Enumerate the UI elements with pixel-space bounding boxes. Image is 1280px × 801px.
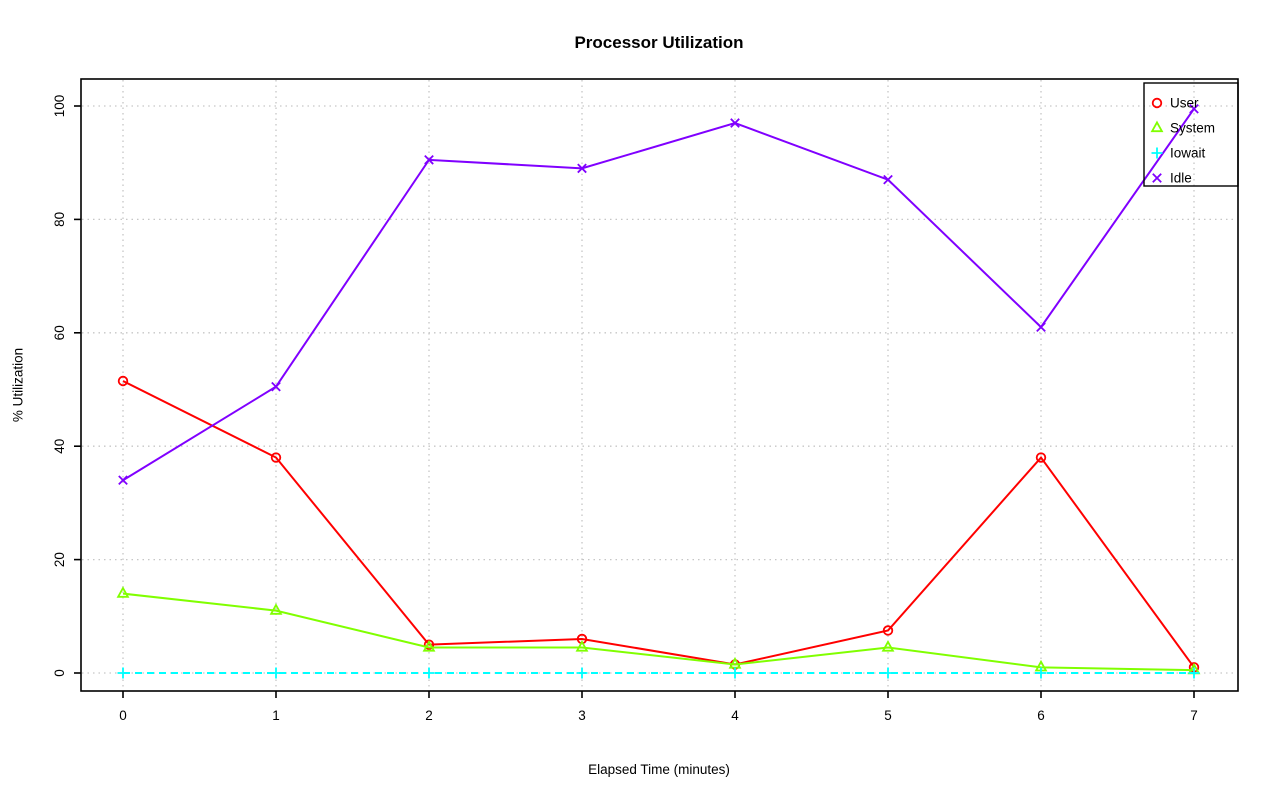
series-idle-marker [577,163,587,174]
series-user-line [122,380,1195,668]
legend-label-iowait: Iowait [1170,146,1206,161]
x-tick-label: 4 [731,708,739,723]
series-iowait-marker [270,667,282,679]
series-system-marker [422,640,436,652]
series-iowait-marker [117,667,129,679]
series-system-line [122,592,1195,672]
y-tick-label: 100 [52,95,67,118]
series-idle-marker [883,174,893,185]
y-tick-label: 0 [52,669,67,677]
legend-marker-iowait [1151,147,1163,159]
y-tick-label: 60 [52,325,67,340]
legend-label-user: User [1170,96,1199,111]
series-iowait-marker [1188,667,1200,679]
x-tick-label: 2 [425,708,433,723]
x-tick-label: 3 [578,708,586,723]
series-idle-marker [118,475,128,486]
plot-border [80,78,1239,692]
series-iowait-marker [576,667,588,679]
legend-label-system: System [1170,121,1215,136]
x-tick-label: 1 [272,708,280,723]
legend-marker-system [1150,120,1164,133]
series-idle-marker [424,155,434,165]
y-tick-label: 20 [52,552,67,567]
series-idle-marker [730,118,740,128]
series-idle-marker [1036,322,1046,332]
series-system-marker [116,586,130,598]
x-tick-label: 5 [884,708,892,723]
series-iowait-marker [882,667,894,679]
x-tick-label: 7 [1190,708,1198,723]
series-user-marker [1035,452,1047,463]
series-iowait-marker [729,667,741,679]
series-iowait-marker [1035,667,1047,679]
x-tick-label: 6 [1037,708,1045,723]
series-idle-marker [271,381,281,392]
legend-label-idle: Idle [1170,171,1192,186]
series-user-marker [882,625,894,636]
series-idle-line [122,108,1195,482]
legend-marker-idle [1152,173,1162,183]
series-system-marker [881,640,895,652]
series-system-marker [575,640,589,652]
legend-box [1143,82,1239,187]
series-user-marker [270,452,282,463]
chart-title: Processor Utilization [574,33,744,52]
series-system-marker [269,603,283,615]
series-iowait-marker [423,667,435,679]
y-tick-label: 80 [52,212,67,227]
series-user-marker [117,375,129,387]
x-axis-label: Elapsed Time (minutes) [588,762,730,777]
x-tick-label: 0 [119,708,127,723]
y-tick-label: 40 [52,439,67,454]
series-idle-marker [1189,103,1199,114]
legend-marker-user [1151,97,1163,109]
